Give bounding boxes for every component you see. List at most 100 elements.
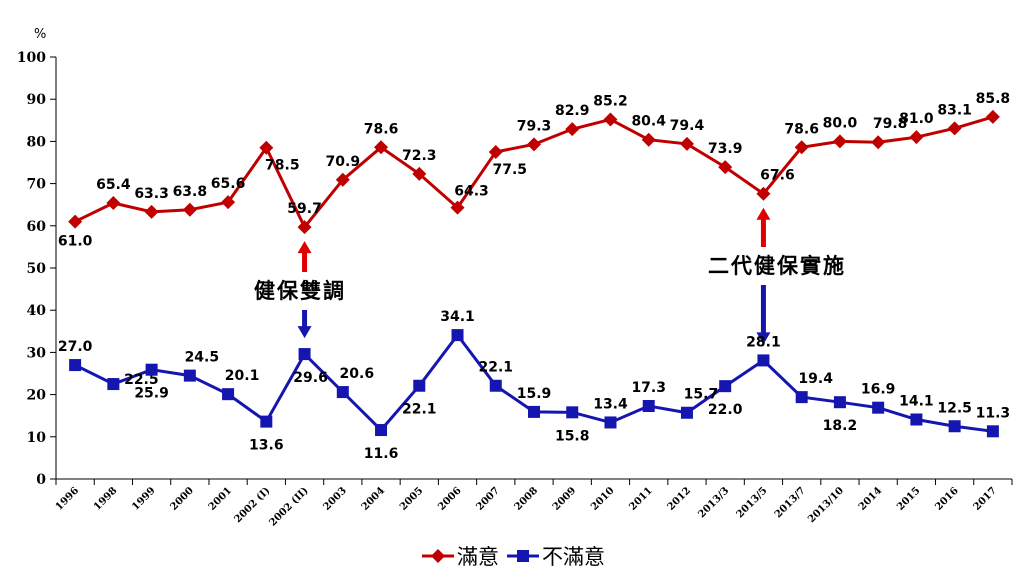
x-tick-label: 2016 xyxy=(933,485,960,512)
data-label: 15.7 xyxy=(684,387,719,403)
data-label: 28.1 xyxy=(746,334,781,350)
data-label: 29.6 xyxy=(293,370,328,386)
data-point xyxy=(832,134,847,149)
data-point xyxy=(259,140,274,155)
x-tick-label: 2000 xyxy=(168,485,195,512)
up-arrow-head xyxy=(756,207,771,220)
data-point xyxy=(566,406,579,419)
legend-item: 滿意 xyxy=(422,545,499,569)
x-tick-label: 2015 xyxy=(895,485,922,512)
down-arrow-head xyxy=(756,332,771,345)
data-label: 64.3 xyxy=(454,184,489,200)
legend-label: 不滿意 xyxy=(542,545,605,569)
annotation-text: 二代健保實施 xyxy=(708,254,846,278)
data-label: 79.8 xyxy=(873,116,908,132)
data-point xyxy=(450,200,465,215)
data-label: 82.9 xyxy=(555,103,590,119)
y-tick-label: 50 xyxy=(27,261,47,277)
x-tick-label: 2002 (I) xyxy=(233,485,273,525)
data-label: 13.6 xyxy=(249,438,284,454)
data-point xyxy=(757,354,770,367)
data-label: 83.1 xyxy=(937,102,972,118)
y-tick-label: 90 xyxy=(27,92,47,108)
x-tick-label: 2004 xyxy=(360,485,387,512)
data-label: 80.0 xyxy=(823,115,858,131)
data-point xyxy=(909,130,924,145)
data-label: 14.1 xyxy=(899,393,934,409)
data-label: 85.8 xyxy=(976,91,1011,107)
y-tick-label: 20 xyxy=(27,388,47,404)
data-label: 16.9 xyxy=(861,382,896,398)
x-tick-label: 2007 xyxy=(474,485,501,512)
data-label: 65.4 xyxy=(96,177,131,193)
data-point xyxy=(527,137,541,152)
annotation-text: 健保雙調 xyxy=(254,279,346,303)
x-tick-label: 2017 xyxy=(972,485,999,512)
y-tick-label: 10 xyxy=(27,430,47,446)
data-point xyxy=(833,396,846,409)
data-label: 22.1 xyxy=(478,360,513,376)
data-label: 63.3 xyxy=(134,186,169,202)
data-point xyxy=(985,109,1000,124)
data-point xyxy=(68,214,83,229)
data-label: 79.4 xyxy=(670,118,705,134)
x-tick-label: 2011 xyxy=(627,485,654,512)
legend-label: 滿意 xyxy=(457,545,499,569)
data-point xyxy=(910,413,923,426)
down-arrow-head xyxy=(297,326,312,339)
data-label: 24.5 xyxy=(185,350,220,366)
data-label: 73.9 xyxy=(708,141,743,157)
data-label: 20.1 xyxy=(225,368,260,384)
data-point xyxy=(565,122,580,137)
data-point xyxy=(718,160,733,175)
series-satisfied: 61.065.463.3 63.8 65.678.559.770.978.672.3… xyxy=(58,91,1010,250)
x-tick-label: 2013/3 xyxy=(696,485,731,520)
data-label: 81.0 xyxy=(899,111,934,127)
legend-marker xyxy=(517,550,529,562)
data-point xyxy=(298,348,311,361)
legend-item: 不滿意 xyxy=(507,545,605,569)
data-point xyxy=(374,140,389,155)
data-point xyxy=(794,140,809,155)
data-label: 12.5 xyxy=(937,400,972,416)
y-tick-label: 60 xyxy=(27,219,47,235)
annotation: 健保雙調 xyxy=(254,241,346,339)
data-label: 85.2 xyxy=(593,93,628,109)
data-label: 11.3 xyxy=(976,405,1011,421)
x-tick-label: 2002 (II) xyxy=(267,485,310,528)
y-tick-label: 80 xyxy=(27,134,47,150)
data-point xyxy=(641,132,656,147)
x-tick-label: 1996 xyxy=(54,485,81,512)
x-tick-label: 2012 xyxy=(666,485,693,512)
y-tick-label: 0 xyxy=(36,472,46,488)
x-tick-label: 2003 xyxy=(321,485,348,512)
x-tick-label: 2013/10 xyxy=(806,485,846,525)
data-label: 77.5 xyxy=(492,162,527,178)
data-label: 80.4 xyxy=(631,114,666,130)
data-point xyxy=(106,196,121,211)
y-tick-label: 70 xyxy=(27,177,47,193)
y-axis: 0 10 20 30 40 50 60 70 80 90 100 xyxy=(17,50,57,488)
data-point xyxy=(183,369,196,382)
data-point xyxy=(871,135,886,150)
data-label: 13.4 xyxy=(593,396,628,412)
data-point xyxy=(872,401,885,414)
annotations: 健保雙調 二代健保實施 xyxy=(254,207,846,345)
data-point xyxy=(795,391,808,404)
data-label: 11.6 xyxy=(364,446,399,462)
x-tick-label: 2001 xyxy=(207,485,234,512)
x-tick-label: 2013/5 xyxy=(735,485,770,520)
data-point xyxy=(144,204,159,219)
data-label: 22.0 xyxy=(708,402,743,418)
legend-marker xyxy=(431,549,445,563)
data-label: 61.0 xyxy=(58,234,93,250)
data-label: 79.3 xyxy=(517,118,552,134)
data-label: 65.6 xyxy=(211,176,246,192)
data-point xyxy=(413,379,426,392)
data-label: 27.0 xyxy=(58,339,93,355)
data-label: 59.7 xyxy=(287,201,322,217)
data-point xyxy=(756,186,771,201)
data-point xyxy=(182,202,197,217)
data-point xyxy=(412,166,427,181)
data-point xyxy=(336,386,349,399)
